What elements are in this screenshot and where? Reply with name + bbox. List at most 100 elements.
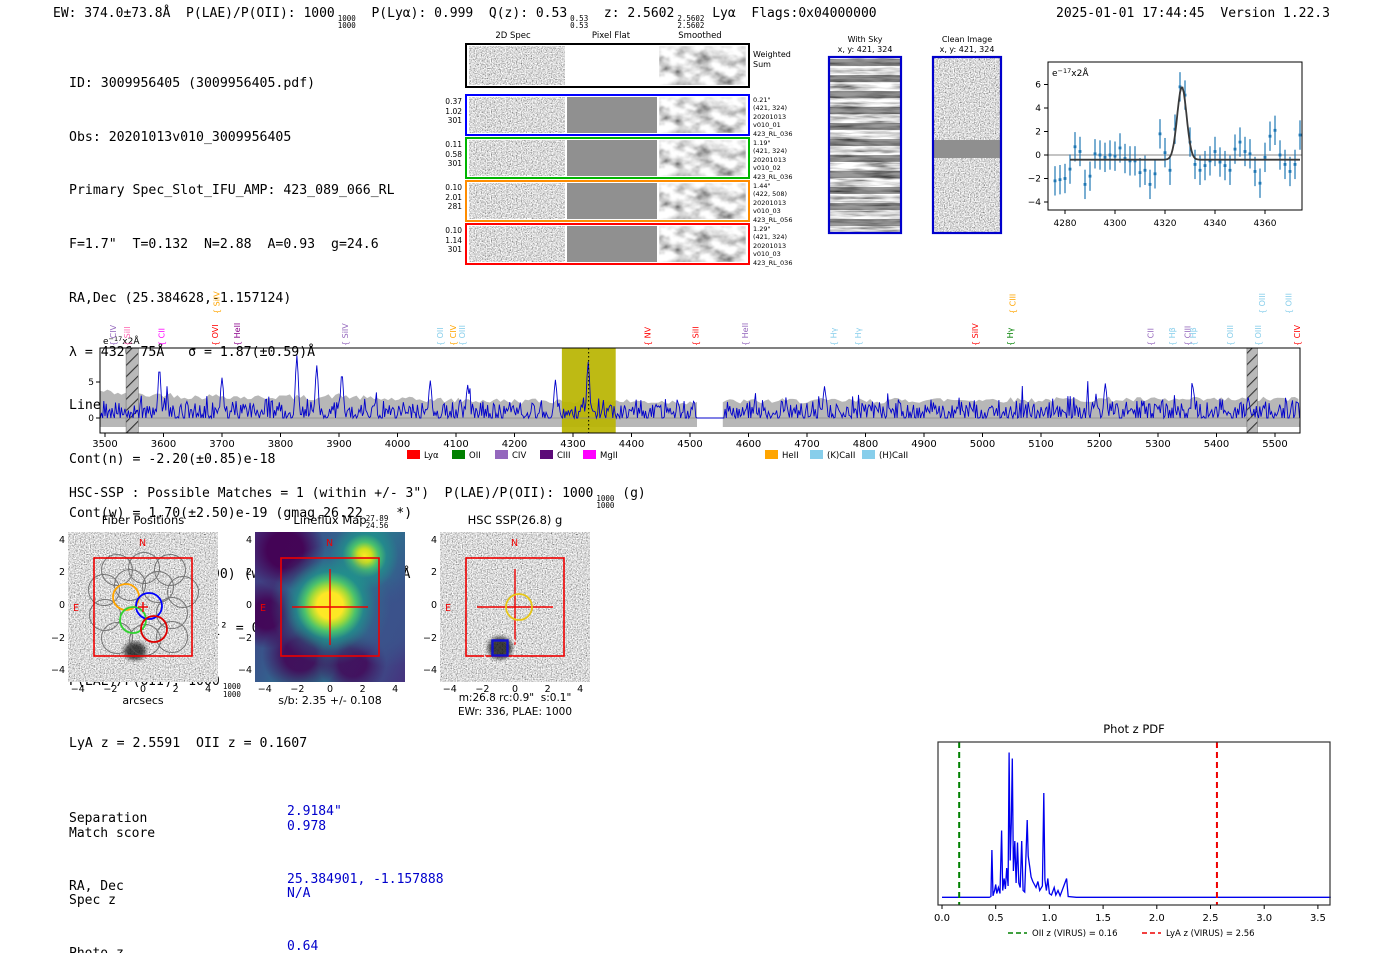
legend-swatch [495, 450, 508, 459]
data-point [1298, 133, 1302, 137]
version-label: Version 1.22.3 [1220, 6, 1330, 21]
axis-tick-label: 4300 [1104, 219, 1127, 229]
axis-tick-label: 0.5 [988, 913, 1004, 924]
photz-pdf-plot: Phot z PDF 0.0 0.5 1.0 1.5 2.0 2.5 3.0 3.5 OII z … [934, 722, 1331, 939]
axis-tick-label: 4200 [502, 439, 527, 450]
cell-smoothed [659, 46, 746, 85]
weighted-sum-label: Weighted Sum [753, 50, 791, 69]
spec2d-row-weighted [465, 43, 750, 88]
clean-image-header: Clean Image x, y: 421, 324 [939, 35, 995, 54]
gaussian-fit-curve [1070, 86, 1300, 161]
cell-pixelflat [567, 97, 657, 133]
info-obs: Obs: 20201013v010_3009956405 [69, 129, 292, 145]
data-point [1233, 147, 1237, 151]
spectrum-line [99, 355, 1301, 420]
cell-2dspec [469, 140, 565, 176]
emission-line-label: { OIII [458, 325, 467, 346]
axis-tick-label: 3500 [92, 439, 117, 450]
data-point [1213, 150, 1217, 153]
aperture-circle [505, 593, 533, 621]
axis-tick-label: 3800 [268, 439, 293, 450]
header-z: z: 2.5602 [588, 6, 675, 21]
qz-range: 0.53 0.53 [570, 14, 589, 31]
emission-line-label: { Hγ [829, 327, 838, 346]
emission-line-label: { SiIV [341, 323, 350, 346]
data-point [1283, 163, 1287, 166]
header-plya-qz: P(Lyα): 0.999 Q(z): 0.53 [355, 6, 568, 21]
axis-tick-label: 3700 [209, 439, 234, 450]
y-tick-label: −4 [50, 665, 65, 677]
spec2d-row-fiber1 [465, 94, 750, 136]
data-point [1153, 172, 1157, 176]
y-tick-label: 2 [430, 567, 437, 579]
axis-tick-label: 4900 [911, 439, 936, 450]
data-point [1098, 153, 1102, 157]
data-point [1063, 177, 1067, 180]
data-point [1238, 140, 1242, 144]
header-datetime-version: 2025-01-01 17:44:45 Version 1.22.3 [1056, 6, 1330, 21]
data-point [1248, 152, 1252, 156]
y-tick-label: 4 [430, 534, 437, 546]
axis-tick-label: 0 [88, 414, 94, 424]
col-header-2dspec: 2D Spec [495, 31, 531, 41]
emission-line-label: { SiIV [971, 323, 980, 346]
crosshair [292, 569, 368, 645]
data-point [1288, 170, 1292, 173]
data-point [1243, 150, 1247, 153]
cell-2dspec [469, 46, 565, 85]
crosshair [477, 569, 553, 645]
emission-line-label: { HeII [233, 323, 242, 346]
with-sky-header: With Sky x, y: 421, 324 [837, 35, 893, 54]
data-point [1148, 182, 1152, 186]
data-point [1053, 179, 1057, 183]
axis-tick-label: 5200 [1087, 439, 1112, 450]
data-point [1103, 155, 1107, 159]
fiber3-annotation: 1.44" (422, 508) 20201013 v010_03 423_RL_056 [753, 182, 793, 224]
data-point [1223, 164, 1227, 167]
legend-label: OII z (VIRUS) = 0.16 [1032, 929, 1118, 939]
data-point [1108, 153, 1112, 157]
cell-pixelflat [567, 140, 657, 176]
plot-frame [1047, 61, 1303, 211]
cell-smoothed [659, 140, 746, 176]
emission-line-label: { CIII [1008, 294, 1017, 314]
fiber2-weights: 0.11 0.58 301 [445, 140, 462, 168]
data-point [1163, 151, 1167, 155]
data-point [1093, 152, 1097, 156]
emission-line-label: { OIII [1254, 325, 1263, 346]
emission-line-label: { NV [643, 326, 652, 346]
axis-tick-label: 4360 [1254, 219, 1277, 229]
with-sky-image [827, 55, 903, 235]
info-seeing: F=1.7" T=0.132 N=2.88 A=0.93 g=24.6 [69, 237, 379, 253]
compass-east: E [260, 603, 266, 614]
emission-line-label: { CIV [449, 324, 458, 346]
legend-swatch [583, 450, 596, 459]
data-point [1178, 85, 1182, 89]
info-id: ID: 3009956405 (3009956405.pdf) [69, 76, 316, 91]
lineflux-xlabel: s/b: 2.35 +/- 0.108 [278, 694, 382, 707]
fiber4-weights: 0.10 1.14 301 [445, 226, 462, 254]
fiber4-annotation: 1.29" (421, 324) 20201013 v010_03 423_RL_036 [753, 225, 793, 267]
emission-line-label: { SiII [123, 326, 132, 346]
y-tick-label: 0 [430, 600, 437, 611]
axis-tick-label: 4280 [1054, 219, 1077, 229]
data-point [1143, 168, 1147, 172]
emission-line-label: { SiII [691, 326, 700, 346]
flux-units-label: e−17x2Å [103, 335, 140, 347]
fiber-xlabel: arcsecs [122, 694, 164, 707]
compass-north: N [139, 538, 146, 549]
axis-tick-label: 4800 [853, 439, 878, 450]
legend-label: LyA z (VIRUS) = 2.56 [1166, 929, 1255, 939]
plae-range2: 1000 1000 [222, 682, 241, 699]
y-tick-label: −4 [422, 665, 437, 677]
axis-tick-label: 1.0 [1041, 913, 1057, 924]
axis-tick-label: 2.0 [1149, 913, 1165, 924]
legend-label: HeII [782, 451, 799, 461]
axis-tick-label: 5300 [1145, 439, 1170, 450]
col-header-smoothed: Smoothed [678, 31, 722, 41]
axis-tick-label: 4340 [1204, 219, 1227, 229]
match-table-values: 2.9184" 0.978 25.384901, -1.157888 N/A 0.6… [287, 804, 444, 953]
data-point [1128, 159, 1132, 163]
spec2d-row-fiber4 [465, 223, 750, 265]
